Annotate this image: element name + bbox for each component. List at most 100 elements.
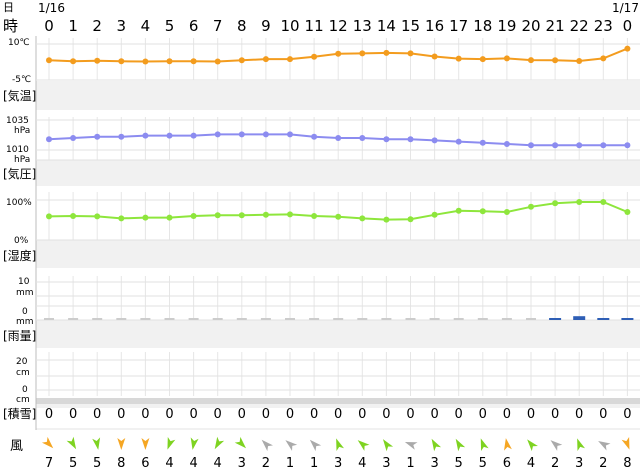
snow-value: 0 (526, 407, 536, 422)
snow-value: 0 (430, 407, 439, 422)
hour-label: 14 (376, 17, 396, 35)
wind-arrow-icon (404, 441, 418, 450)
wind-arrow-icon (41, 436, 54, 449)
temperature-point (431, 53, 438, 60)
wind-arrow-icon (167, 436, 176, 450)
pressure-point (576, 142, 583, 149)
hour-label: 11 (304, 17, 324, 35)
pressure-point (407, 136, 414, 143)
rain-baseline (212, 318, 223, 320)
pressure-point (600, 142, 607, 149)
pressure-axis-mid: 1010 (6, 145, 29, 155)
wind-arrow-shape (357, 440, 370, 451)
humidity-point (287, 211, 293, 218)
rain-axis-bottom: 0 (22, 307, 28, 317)
humidity-point (600, 199, 607, 205)
pressure-point (552, 142, 559, 149)
wind-arrow-icon (190, 437, 199, 450)
snow-value: 0 (213, 407, 222, 422)
day-label: 日 (3, 1, 14, 14)
wind-speed: 5 (93, 456, 102, 471)
pressure-point (46, 136, 52, 143)
row-band (36, 160, 640, 186)
temperature-point (287, 56, 293, 63)
rain-baseline (526, 318, 536, 320)
row-band (36, 240, 640, 268)
hour-label: 16 (425, 17, 445, 35)
wind-arrow-icon (431, 438, 442, 452)
wind-arrow-shape (504, 438, 512, 451)
pressure-point (262, 131, 269, 138)
pressure-point (383, 136, 390, 143)
wind-arrow-icon (527, 439, 538, 452)
pressure-point (624, 142, 631, 149)
snow-unit-top: cm (16, 368, 30, 378)
hour-label: 3 (116, 17, 127, 35)
pressure-point (190, 132, 197, 139)
wind-speed: 3 (382, 456, 391, 471)
wind-arrow-shape (285, 440, 298, 451)
snow-value: 0 (237, 407, 246, 422)
snow-value: 0 (334, 407, 343, 422)
pressure-row-label: [気圧] (3, 167, 37, 181)
snow-value: 0 (550, 407, 560, 422)
wind-arrow-shape (117, 438, 126, 450)
wind-arrow-icon (309, 439, 322, 452)
rain-axis-top: 10 (18, 277, 30, 287)
wind-speed: 4 (213, 456, 222, 471)
wind-arrow-icon (234, 436, 247, 449)
rain-baseline (44, 318, 54, 320)
row-band (36, 81, 640, 110)
wind-arrow-shape (404, 441, 418, 450)
rain-row-label: [雨量] (3, 329, 37, 343)
wind-arrow-shape (92, 437, 101, 450)
snow-value: 0 (117, 407, 126, 422)
wind-speed: 4 (165, 456, 174, 471)
wind-arrow-icon (117, 438, 126, 450)
wind-speed: 7 (44, 456, 54, 471)
rain-baseline (333, 318, 344, 320)
pressure-point (431, 137, 438, 144)
temperature-point (407, 50, 414, 57)
wind-arrow-shape (309, 439, 322, 452)
hour-label: 0 (622, 17, 633, 35)
rain-baseline (188, 318, 199, 320)
humidity-point (479, 208, 486, 215)
wind-arrow-icon (480, 438, 489, 452)
snow-value: 0 (285, 407, 295, 422)
rain-unit-top: mm (16, 288, 34, 298)
wind-speed: 1 (406, 456, 415, 471)
humidity-point (359, 215, 366, 222)
rain-baseline (92, 318, 103, 320)
humidity-point (166, 214, 173, 221)
wind-arrow-shape (382, 439, 394, 452)
snow-axis-bottom: 0 (22, 385, 28, 395)
rain-baseline (285, 318, 295, 320)
hour-label: 5 (164, 17, 175, 35)
humidity-point (70, 213, 77, 219)
temperature-point (190, 58, 197, 65)
hour-label: 4 (140, 17, 151, 35)
temperature-point (46, 57, 52, 64)
rain-baseline (477, 318, 488, 320)
rain-baseline (453, 318, 464, 320)
rain-baseline (357, 318, 368, 320)
snow-value: 0 (44, 407, 54, 422)
wind-arrow-shape (550, 440, 563, 451)
snow-value: 0 (454, 407, 463, 422)
wind-speed: 3 (334, 456, 343, 471)
temperature-point (335, 50, 342, 57)
rain-baseline (260, 318, 271, 320)
wind-arrow-icon (214, 436, 225, 450)
temp-axis-bottom: -5℃ (12, 75, 32, 85)
pressure-point (311, 133, 318, 140)
wind-arrow-shape (66, 436, 77, 450)
humidity-point (455, 207, 462, 214)
humidity-point (190, 213, 197, 219)
wind-speed: 3 (430, 456, 439, 471)
rain-baseline (429, 318, 440, 320)
hour-label: 10 (280, 17, 300, 35)
wind-speed: 8 (623, 456, 632, 471)
wind-speed: 4 (526, 456, 536, 471)
hour-label: 21 (545, 17, 565, 35)
